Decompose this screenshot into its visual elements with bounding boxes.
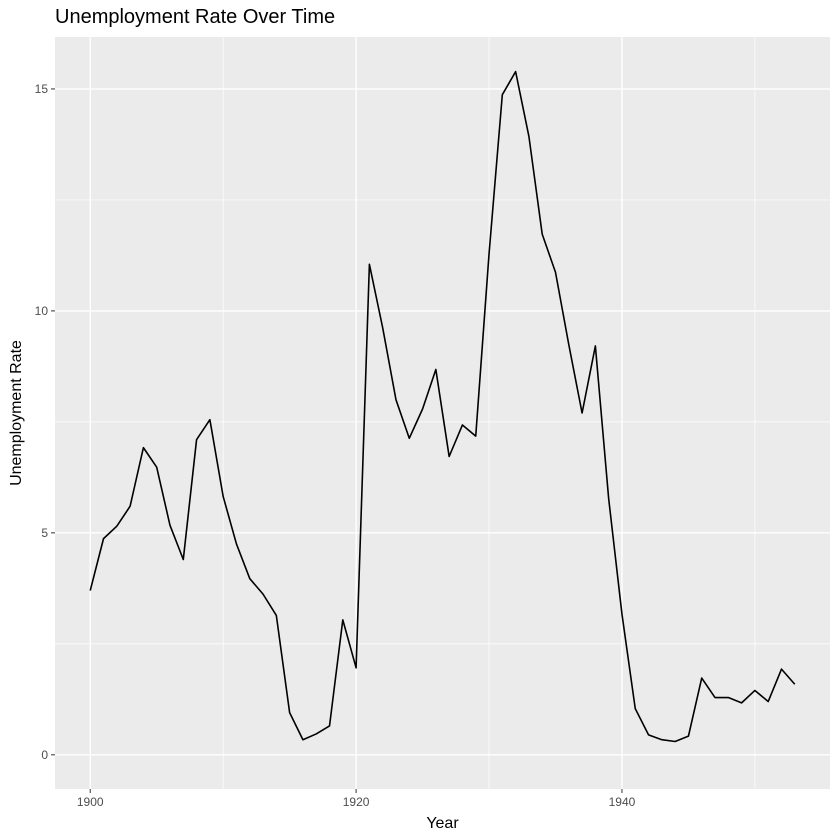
y-tick-label: 5 (41, 526, 48, 540)
x-tick-label: 1920 (343, 795, 370, 809)
y-tick-label: 10 (35, 304, 49, 318)
series-layer (89, 70, 796, 743)
y-tick-label: 0 (41, 748, 48, 762)
x-axis-title: Year (426, 815, 459, 832)
y-tick-label: 15 (35, 82, 49, 96)
x-tick-label: 1940 (609, 795, 636, 809)
x-axis: 1900 1920 1940 (77, 789, 636, 809)
chart-title: Unemployment Rate Over Time (55, 6, 335, 28)
x-tick-label: 1900 (77, 795, 104, 809)
grid-minor (55, 37, 830, 789)
series-line (89, 70, 796, 743)
y-axis: 0 5 10 15 (35, 82, 55, 762)
grid-major (55, 37, 830, 789)
y-axis-title: Unemployment Rate (8, 340, 25, 486)
